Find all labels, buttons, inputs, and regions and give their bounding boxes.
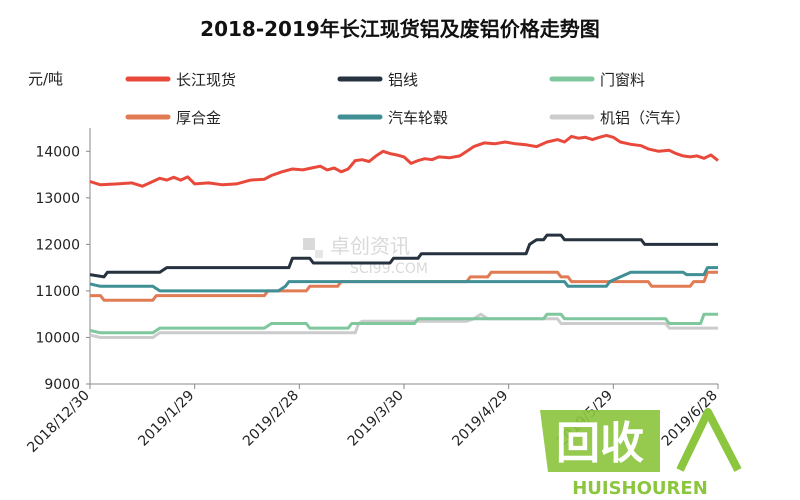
watermark-icon-small [315,250,323,258]
logo-roof-icon [676,408,742,472]
logo-badge [540,410,660,472]
x-tick-label: 2019/2/28 [240,388,302,450]
logo-sub-text: HUISHOUREN [572,478,708,499]
y-tick-label: 11000 [35,284,80,300]
chart-title: 2018-2019年长江现货铝及废铝价格走势图 [200,17,600,41]
x-tick-label: 2019/1/29 [135,388,197,450]
y-tick-label: 13000 [35,191,80,207]
series-line-2 [89,312,718,335]
x-tick-label: 2019/4/29 [449,388,511,450]
y-tick-label: 12000 [35,237,80,253]
legend-label: 铝线 [388,71,418,89]
series-line-1 [89,233,718,279]
site-logo: 回收 HUISHOUREN [540,408,742,499]
legend-label: 机铝（汽车） [600,109,690,127]
series-group [89,133,719,339]
legend-label: 汽车轮毂 [388,109,448,127]
legend-label: 厚合金 [176,109,221,127]
y-tick-label: 14000 [35,144,80,160]
legend-label: 长江现货 [176,71,236,89]
axes: 9000 10000 11000 12000 13000 14000 2018/12/30 2… [24,128,721,456]
logo-main-text: 回收 [556,418,644,469]
series-line-0 [89,133,719,188]
x-tick-label: 2019/3/30 [345,388,407,450]
y-axis-unit: 元/吨 [28,70,63,88]
watermark-subtext: SCI99.COM [350,261,428,277]
series-line-4 [89,266,718,293]
watermark-text: 卓创资讯 [330,234,410,258]
y-tick-label: 10000 [35,330,80,346]
watermark: 卓创资讯 SCI99.COM [303,234,428,277]
x-tick-label: 2018/12/30 [24,388,92,456]
watermark-icon [303,238,315,250]
y-tick-label: 9000 [44,377,80,393]
legend-label: 门窗料 [600,71,645,89]
series-line-3 [90,270,718,302]
